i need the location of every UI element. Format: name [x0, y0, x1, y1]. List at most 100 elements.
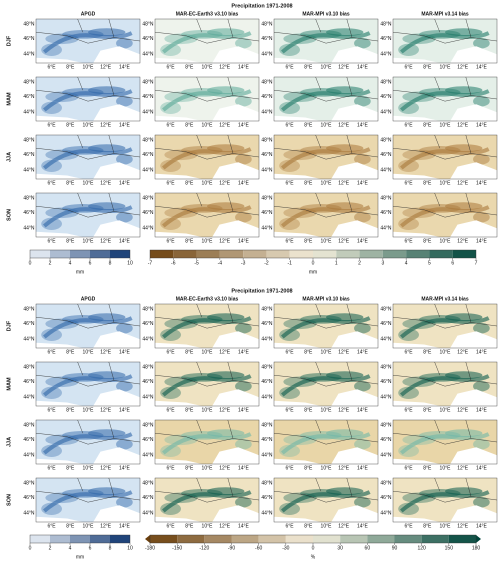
map-panel — [36, 193, 140, 237]
lat-tick-label: 48°N — [23, 80, 35, 86]
lon-tick-label: 6°E — [48, 349, 57, 355]
map-blob — [160, 386, 182, 399]
figure-title: Precipitation 1971-2008 — [231, 3, 292, 9]
map-ridge — [281, 432, 371, 455]
lat-tick-label: 44°N — [380, 226, 392, 232]
lon-tick-label: 6°E — [286, 465, 295, 471]
map-sea — [274, 458, 321, 464]
row-label: DJF — [6, 320, 12, 331]
lat-tick-label: 46°N — [380, 437, 392, 443]
lat-tick-label: 44°N — [261, 52, 273, 58]
lon-tick-label: 6°E — [405, 238, 414, 244]
map-frame — [154, 18, 260, 64]
lon-tick-label: 12°E — [100, 349, 112, 355]
map-blob — [116, 153, 133, 165]
colorbar-segment — [150, 250, 174, 258]
map-blob — [235, 496, 252, 508]
map-frame — [154, 419, 260, 465]
lat-tick-label: 44°N — [23, 52, 35, 58]
map-blob — [445, 144, 483, 153]
map-border — [274, 420, 378, 445]
map-ridge — [43, 432, 133, 455]
map-blob — [116, 438, 133, 450]
map-sea — [93, 331, 140, 348]
map-blob — [398, 386, 419, 399]
lat-tick-label: 46°N — [380, 321, 392, 327]
lon-tick-label: 6°E — [48, 465, 57, 471]
map-blob — [326, 202, 364, 211]
map-blob — [354, 37, 371, 49]
map-panel — [274, 19, 378, 63]
map-panel — [274, 478, 378, 522]
lat-tick-label: 44°N — [380, 395, 392, 401]
lat-tick-label: 48°N — [142, 365, 154, 371]
lon-tick-label: 8°E — [66, 349, 75, 355]
row-label: DJF — [6, 35, 12, 46]
colorbar-segment — [243, 250, 267, 258]
map-border — [36, 19, 140, 44]
lon-tick-label: 12°E — [100, 64, 112, 70]
lat-tick-label: 44°N — [261, 395, 273, 401]
map-sea — [393, 342, 440, 348]
map-blob — [41, 502, 62, 515]
map-sea — [36, 115, 83, 121]
map-ridge — [281, 31, 371, 54]
lon-tick-label: 12°E — [100, 407, 112, 413]
map-blob — [160, 43, 182, 56]
column-header: MAR-MPI v3.10 bias — [302, 296, 349, 302]
lat-tick-label: 46°N — [380, 379, 392, 385]
map-sea — [393, 400, 440, 406]
lat-tick-label: 46°N — [142, 210, 154, 216]
lat-tick-label: 46°N — [23, 210, 35, 216]
map-blob — [207, 371, 245, 380]
map-panel — [155, 135, 259, 179]
lon-tick-label: 8°E — [423, 64, 432, 70]
colorbar-tick-label: 3 — [381, 260, 384, 266]
map-blob — [207, 487, 245, 496]
lat-tick-label: 48°N — [23, 196, 35, 202]
lat-tick-label: 46°N — [261, 321, 273, 327]
lon-tick-label: 10°E — [440, 64, 452, 70]
lat-tick-label: 44°N — [142, 337, 154, 343]
lat-tick-label: 46°N — [380, 36, 392, 42]
lat-tick-label: 44°N — [142, 226, 154, 232]
colorbar-tick-label: 60 — [365, 545, 371, 551]
map-frame — [35, 303, 141, 349]
colorbar-segment — [177, 535, 205, 543]
map-blob — [326, 144, 364, 153]
map-frame — [35, 18, 141, 64]
colorbar-segment — [289, 250, 313, 258]
map-ridge — [162, 205, 252, 228]
colorbar-segment — [70, 535, 90, 543]
map-border — [155, 193, 259, 218]
map-frame — [392, 192, 498, 238]
colorbar-tick-label: 6 — [89, 260, 92, 266]
map-sea — [393, 458, 440, 464]
colorbar-tick-label: -3 — [241, 260, 246, 266]
lat-tick-label: 48°N — [380, 80, 392, 86]
map-ridge — [43, 205, 133, 228]
map-blob — [445, 487, 483, 496]
lat-tick-label: 46°N — [23, 94, 35, 100]
lat-tick-label: 44°N — [23, 337, 35, 343]
map-frame — [35, 477, 141, 523]
map-blob — [398, 159, 419, 172]
lat-tick-label: 46°N — [23, 379, 35, 385]
map-panel — [274, 304, 378, 348]
lon-tick-label: 12°E — [219, 349, 231, 355]
lat-tick-label: 44°N — [142, 110, 154, 116]
map-blob — [88, 487, 126, 496]
lon-tick-label: 14°E — [238, 122, 250, 128]
lon-tick-label: 8°E — [423, 465, 432, 471]
lon-tick-label: 6°E — [405, 180, 414, 186]
map-border — [36, 304, 140, 329]
column-header: MAR-MPI v3.14 bias — [421, 296, 468, 302]
map-panel — [393, 77, 497, 121]
lon-tick-label: 6°E — [286, 407, 295, 413]
colorbar-label: % — [311, 554, 316, 560]
lon-tick-label: 12°E — [338, 180, 350, 186]
lon-tick-label: 6°E — [167, 407, 176, 413]
map-frame — [392, 419, 498, 465]
lon-tick-label: 14°E — [476, 180, 488, 186]
colorbar-tick-label: 30 — [337, 545, 343, 551]
